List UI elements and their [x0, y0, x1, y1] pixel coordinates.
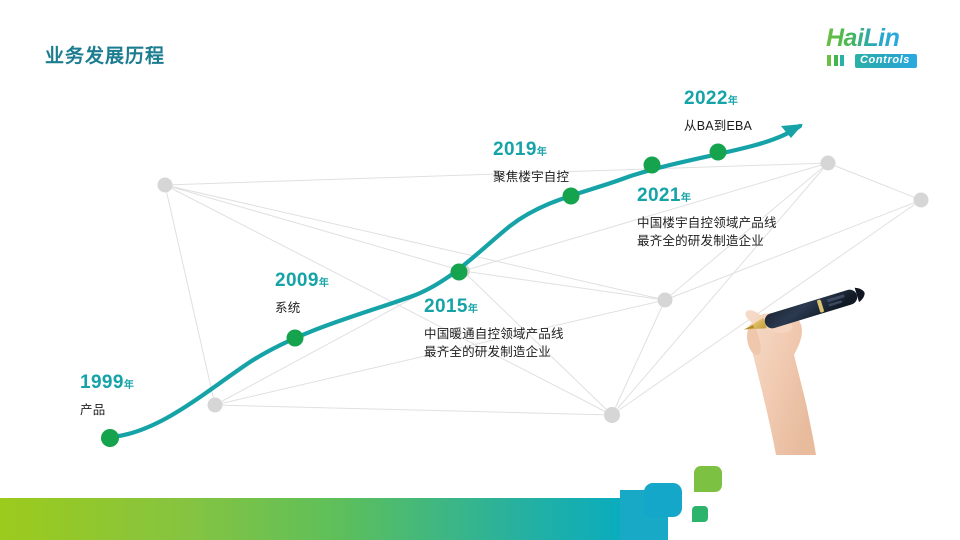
- milestone-dot-2019: [562, 187, 580, 205]
- desc-line: 聚焦楼宇自控: [493, 169, 570, 184]
- growth-curve: [109, 123, 803, 440]
- growth-arrow-head: [781, 124, 803, 138]
- fountain-pen-icon: [764, 287, 865, 329]
- milestone-dots: [101, 143, 727, 447]
- milestone-desc-2019: 聚焦楼宇自控: [493, 168, 569, 186]
- desc-line: 系统: [275, 300, 301, 315]
- milestone-label-2021: 2021年 中国楼宇自控领域产品线 最齐全的研发制造企业: [637, 185, 777, 250]
- milestone-dot-2021: [643, 156, 661, 174]
- desc-line: 产品: [80, 402, 106, 417]
- milestone-dot-2022: [709, 143, 727, 161]
- deco-teal-block-small: [644, 483, 682, 517]
- thumb-shape: [747, 325, 761, 356]
- milestone-label-2022: 2022年 从BA到EBA: [684, 88, 752, 135]
- logo-bars-icon: [827, 55, 851, 66]
- deco-green-block-small: [692, 506, 708, 522]
- hand-shape: [745, 310, 816, 455]
- milestone-label-2015: 2015年 中国暖通自控领域产品线 最齐全的研发制造企业: [424, 296, 564, 361]
- milestone-dot-2015: [450, 263, 468, 281]
- milestone-year-2022: 2022年: [684, 88, 738, 109]
- milestone-label-2019: 2019年 聚焦楼宇自控: [493, 139, 569, 186]
- milestone-year-1999: 1999年: [80, 372, 134, 393]
- desc-line: 从BA到EBA: [684, 118, 753, 133]
- logo-wordmark: HaiLin: [826, 24, 900, 52]
- milestone-desc-2009: 系统: [275, 299, 329, 317]
- milestone-year-2019: 2019年: [493, 139, 547, 160]
- deco-green-block-large: [694, 466, 722, 492]
- hand-holding-pen-image: [743, 287, 865, 455]
- milestone-year-2009: 2009年: [275, 270, 329, 291]
- milestone-year-2015: 2015年: [424, 296, 478, 317]
- desc-line: 最齐全的研发制造企业: [424, 344, 552, 359]
- milestone-desc-2022: 从BA到EBA: [684, 117, 752, 135]
- bottom-gradient-band: [0, 498, 655, 540]
- milestone-desc-1999: 产品: [80, 401, 134, 419]
- desc-line: 中国楼宇自控领域产品线: [637, 215, 777, 230]
- page-title: 业务发展历程: [45, 46, 166, 67]
- milestone-dot-1999: [101, 429, 119, 447]
- milestone-label-2009: 2009年 系统: [275, 270, 329, 317]
- milestone-year-2021: 2021年: [637, 185, 691, 206]
- logo-subtext: Controls: [855, 54, 918, 68]
- milestone-label-1999: 1999年 产品: [80, 372, 134, 419]
- pen-nib-icon: [743, 317, 767, 330]
- desc-line: 最齐全的研发制造企业: [637, 233, 765, 248]
- brand-logo: HaiLin Controls: [816, 26, 938, 70]
- milestone-dot-2009: [286, 329, 304, 347]
- milestone-desc-2015: 中国暖通自控领域产品线 最齐全的研发制造企业: [424, 325, 564, 361]
- milestone-desc-2021: 中国楼宇自控领域产品线 最齐全的研发制造企业: [637, 214, 777, 250]
- desc-line: 中国暖通自控领域产品线: [424, 326, 564, 341]
